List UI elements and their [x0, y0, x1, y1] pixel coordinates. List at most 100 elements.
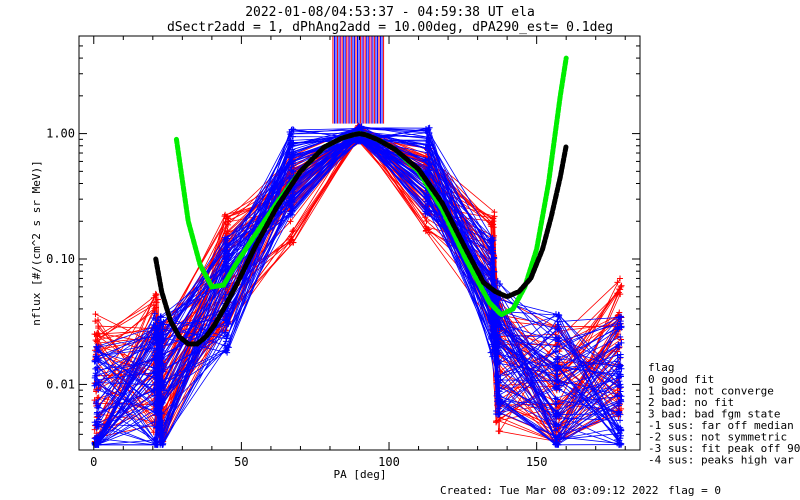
y-tick-label: 0.01 [46, 377, 75, 391]
plus-marker [286, 128, 293, 135]
plus-marker [617, 381, 624, 388]
plus-marker [424, 194, 431, 201]
y-axis-label: nflux [#/(cm^2 s sr MeV)] [30, 160, 43, 326]
plus-marker [152, 352, 159, 359]
plus-marker [617, 392, 624, 399]
plus-marker [425, 138, 432, 145]
flag-legend: flag 0 good fit 1 bad: not converge 2 ba… [648, 361, 800, 467]
plus-marker [615, 382, 622, 389]
legend-item: 1 bad: not converge [648, 385, 774, 398]
x-axis: 0 50 100 150 [90, 36, 626, 469]
plus-marker [222, 250, 229, 257]
plus-marker [556, 411, 563, 418]
plus-marker [553, 364, 560, 371]
x-tick-label: 50 [234, 455, 248, 469]
plus-marker [426, 130, 433, 137]
plus-marker [150, 387, 157, 394]
plus-marker [497, 281, 504, 288]
plus-marker [287, 218, 294, 225]
plus-marker [93, 338, 100, 345]
plus-marker [159, 441, 166, 448]
plus-marker [93, 333, 100, 340]
legend-item: -1 sus: far off median [648, 419, 794, 432]
black-fit-curve [153, 131, 569, 347]
x-tick-label: 100 [378, 455, 400, 469]
plus-marker [160, 395, 167, 402]
plus-marker [222, 219, 229, 226]
plus-marker [614, 440, 621, 447]
plus-marker [152, 292, 159, 299]
plus-marker [487, 333, 494, 340]
plus-marker [93, 364, 100, 371]
plus-marker [616, 361, 623, 368]
plus-marker [91, 382, 98, 389]
plus-marker [490, 237, 497, 244]
plus-marker [495, 401, 502, 408]
plus-marker [94, 316, 101, 323]
plus-marker [222, 236, 229, 243]
plus-marker [493, 408, 500, 415]
plus-marker [618, 365, 625, 372]
y-tick-label: 1.00 [46, 127, 75, 141]
plus-marker [94, 404, 101, 411]
plus-marker [288, 237, 295, 244]
plus-marker [150, 321, 157, 328]
plus-marker [616, 314, 623, 321]
plus-marker [91, 435, 98, 442]
plus-marker [423, 227, 430, 234]
plus-marker [91, 419, 98, 426]
plus-marker [489, 327, 496, 334]
legend-title: flag [648, 361, 675, 374]
plus-marker [617, 411, 624, 418]
plus-marker [153, 291, 160, 298]
plus-marker [92, 337, 99, 344]
plus-marker [553, 376, 560, 383]
plus-marker [221, 342, 228, 349]
fit-curves [153, 55, 569, 347]
plus-marker [92, 311, 99, 318]
legend-item: -3 sus: fit peak off 90 [648, 442, 800, 455]
plus-marker [552, 401, 559, 408]
plus-marker [95, 416, 102, 423]
x-tick-label: 150 [526, 455, 548, 469]
plus-marker [222, 310, 229, 317]
plus-marker [290, 227, 297, 234]
plus-marker [159, 378, 166, 385]
plus-marker [222, 262, 229, 269]
plus-marker [553, 343, 560, 350]
plus-marker [157, 313, 164, 320]
plus-marker [493, 418, 500, 425]
plus-marker [158, 319, 165, 326]
plus-marker [616, 430, 623, 437]
plus-marker [95, 323, 102, 330]
plus-marker [289, 204, 296, 211]
plus-marker [152, 438, 159, 445]
legend-item: -4 sus: peaks high var [648, 454, 794, 467]
legend-item: -2 sus: not symmetric [648, 431, 787, 444]
plus-marker [487, 221, 494, 228]
plus-marker [424, 171, 431, 178]
plus-marker [288, 153, 295, 160]
plus-marker [92, 365, 99, 372]
plus-marker [554, 440, 561, 447]
plus-marker [614, 279, 621, 286]
plus-marker [224, 318, 231, 325]
plus-marker [495, 397, 502, 404]
plus-marker [555, 335, 562, 342]
plus-marker [287, 193, 294, 200]
y-tick-label: 0.10 [46, 252, 75, 266]
plus-marker [151, 310, 158, 317]
plus-marker [554, 371, 561, 378]
plus-marker [355, 125, 362, 132]
plus-marker [554, 326, 561, 333]
peak-marker-lines [332, 36, 385, 124]
plus-marker [222, 211, 229, 218]
plus-marker [93, 430, 100, 437]
plus-marker [552, 434, 559, 441]
plus-marker [95, 441, 102, 448]
plus-marker [94, 421, 101, 428]
plus-marker [556, 386, 563, 393]
plus-marker [617, 354, 624, 361]
plus-marker [93, 398, 100, 405]
